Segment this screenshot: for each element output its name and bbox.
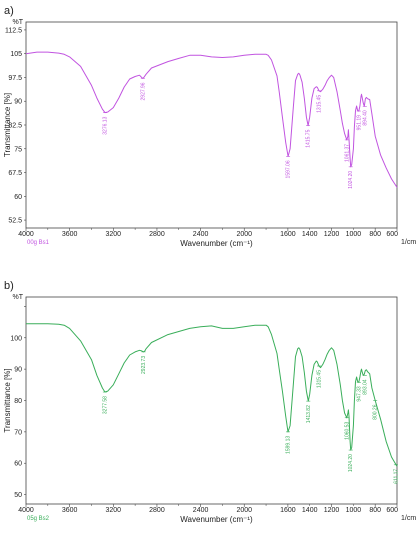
y-unit-label: %T: [13, 19, 24, 26]
x-tick-label: 600: [386, 231, 398, 238]
y-tick-label: 50: [14, 492, 22, 499]
x-tick-label: 1400: [302, 231, 318, 238]
y-tick-label: 112.5: [5, 27, 22, 34]
panel-label: b): [4, 280, 14, 292]
x-tick-label: 1000: [346, 507, 362, 514]
y-tick-label: 67.5: [8, 170, 22, 177]
peak-label: 611.17: [393, 469, 399, 484]
peak-label: 1415.75: [306, 129, 312, 147]
spectrum-line: [25, 51, 398, 188]
x-tick-label: 2400: [193, 231, 209, 238]
x-tick-label: 3600: [62, 507, 78, 514]
peak-label: 951.19: [356, 115, 362, 131]
peak-label: 2923.73: [141, 356, 147, 374]
y-tick-label: 60: [14, 461, 22, 468]
peak-label: 1024.20: [348, 454, 354, 472]
x-axis-label: Wavenumber (cm⁻¹): [180, 239, 253, 248]
spectrum-line: [26, 323, 398, 467]
peak-label: 1060.53: [344, 422, 350, 440]
x-tick-label: 1200: [324, 231, 340, 238]
peak-label: 3276.13: [103, 116, 109, 134]
x-tick-label: 1400: [302, 507, 318, 514]
y-unit-label: %T: [13, 294, 24, 301]
x-tick-label: 3600: [62, 231, 78, 238]
peak-label: 1315.45: [316, 370, 322, 388]
y-tick-label: 97.5: [8, 75, 22, 82]
peak-label: 893.04: [362, 379, 368, 395]
panel-label: a): [4, 5, 14, 17]
x-tick-label: 4000: [18, 507, 34, 514]
y-tick-label: 52.5: [8, 218, 22, 225]
peak-label: 2927.96: [140, 82, 146, 100]
peak-label: 1024.20: [348, 171, 354, 189]
x-tick-label: 2000: [236, 231, 252, 238]
x-tick-label: 2800: [149, 507, 165, 514]
y-tick-label: 80: [14, 398, 22, 405]
x-tick-label: 2400: [193, 507, 209, 514]
y-axis-label: Transmittance [%]: [3, 93, 12, 157]
x-tick-label: 800: [369, 231, 381, 238]
x-axis-label: Wavenumber (cm⁻¹): [180, 515, 253, 524]
peak-label: 800.26: [373, 404, 379, 420]
x-tick-label: 1600: [280, 231, 296, 238]
x-tick-label: 1600: [280, 507, 296, 514]
y-tick-label: 90: [14, 367, 22, 374]
y-tick-label: 60: [14, 194, 22, 201]
peak-label: 1599.13: [285, 436, 291, 454]
chart-panel-2: b) %T 100 90 80 70 60 50 Transmittance [%] 4000 36…: [3, 280, 416, 524]
peak-label: 947.33: [356, 386, 362, 402]
y-tick-label: 82.5: [8, 123, 22, 130]
x-tick-label: 600: [386, 507, 398, 514]
sample-label: 00g Bs1: [27, 240, 50, 246]
x-tick-label: 1000: [346, 231, 362, 238]
y-tick-label: 105: [10, 51, 22, 58]
x-tick-label: 4000: [18, 231, 34, 238]
peak-label: 1315.45: [316, 95, 322, 113]
x-unit-label: 1/cm: [401, 239, 416, 246]
x-tick-label: 1200: [324, 507, 340, 514]
y-axis-label: Transmittance [%]: [3, 368, 12, 432]
x-tick-label: 2800: [149, 231, 165, 238]
y-tick-label: 75: [14, 146, 22, 153]
peak-label: 1061.37: [344, 144, 350, 162]
peak-label: 894.40: [362, 110, 368, 126]
x-unit-label: 1/cm: [401, 515, 416, 522]
peak-label: 1597.06: [286, 160, 292, 178]
x-tick-label: 2000: [236, 507, 252, 514]
y-tick-label: 90: [14, 99, 22, 106]
peak-label: 3277.58: [102, 396, 108, 414]
sample-label: 05g Bs2: [27, 516, 50, 522]
x-tick-label: 800: [369, 507, 381, 514]
peak-label: 1413.82: [306, 405, 312, 423]
x-tick-label: 3200: [106, 507, 122, 514]
y-tick-label: 100: [10, 335, 22, 342]
y-tick-label: 70: [14, 429, 22, 436]
x-tick-label: 3200: [106, 231, 122, 238]
